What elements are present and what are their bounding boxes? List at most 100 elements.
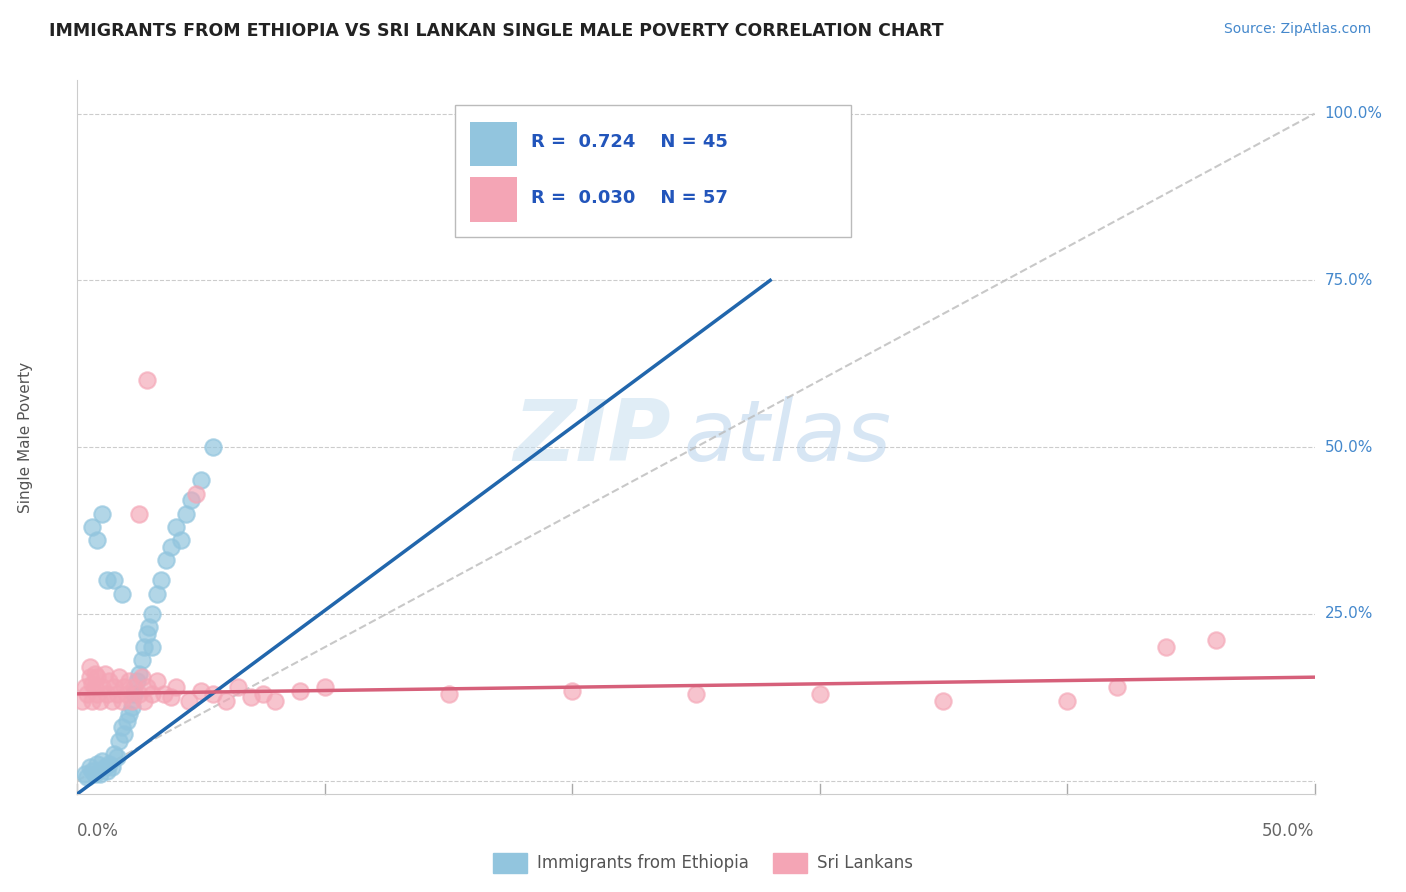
Point [79, 760, 101, 774]
Point [153, 687, 176, 701]
Point [125, 673, 148, 688]
Point [79, 660, 101, 674]
Point [89, 693, 111, 707]
Point [86, 687, 108, 701]
Text: R =  0.030    N = 57: R = 0.030 N = 57 [531, 189, 728, 207]
Point [108, 733, 131, 747]
Point [115, 687, 138, 701]
Point [202, 687, 225, 701]
Point [288, 683, 311, 698]
Text: IMMIGRANTS FROM ETHIOPIA VS SRI LANKAN SINGLE MALE POVERTY CORRELATION CHART: IMMIGRANTS FROM ETHIOPIA VS SRI LANKAN S… [49, 22, 943, 40]
Point [190, 683, 212, 698]
Point [1154, 640, 1177, 655]
Point [115, 714, 138, 728]
Point [101, 693, 124, 707]
Point [72, 693, 94, 707]
Point [93, 666, 115, 681]
Point [83, 666, 105, 681]
Point [1205, 633, 1227, 648]
Point [73, 767, 96, 781]
Point [202, 440, 225, 454]
Point [112, 727, 135, 741]
Point [314, 680, 336, 694]
Point [103, 574, 125, 588]
Point [437, 687, 460, 701]
Point [174, 507, 197, 521]
Point [121, 693, 143, 707]
Point [76, 687, 98, 701]
Point [93, 760, 115, 774]
Point [82, 764, 104, 778]
Point [111, 693, 134, 707]
Point [98, 673, 121, 688]
Text: Source: ZipAtlas.com: Source: ZipAtlas.com [1223, 22, 1371, 37]
Point [141, 687, 163, 701]
Point [82, 693, 104, 707]
Point [101, 760, 124, 774]
Point [73, 680, 96, 694]
Point [128, 507, 150, 521]
Point [111, 720, 134, 734]
Point [118, 706, 141, 721]
Point [131, 670, 153, 684]
Point [145, 673, 167, 688]
Point [96, 574, 118, 588]
Point [264, 693, 287, 707]
Point [82, 677, 104, 691]
Point [808, 687, 831, 701]
Text: 50.0%: 50.0% [1324, 440, 1372, 455]
Point [86, 756, 108, 771]
FancyBboxPatch shape [454, 105, 851, 237]
Point [252, 687, 274, 701]
Point [561, 683, 583, 698]
Point [112, 680, 135, 694]
Point [91, 680, 114, 694]
Text: Single Male Poverty: Single Male Poverty [18, 361, 32, 513]
Point [1056, 693, 1078, 707]
Bar [470, 121, 516, 166]
Point [215, 693, 238, 707]
Point [108, 670, 131, 684]
Text: 75.0%: 75.0% [1324, 273, 1372, 288]
Point [141, 607, 163, 621]
Point [145, 587, 167, 601]
Point [685, 687, 707, 701]
Point [177, 693, 200, 707]
Text: ZIP: ZIP [513, 395, 671, 479]
Point [121, 700, 143, 714]
Point [82, 520, 104, 534]
Point [150, 574, 173, 588]
Point [91, 754, 114, 768]
Point [134, 693, 156, 707]
Point [180, 493, 202, 508]
Point [1105, 680, 1128, 694]
Point [135, 680, 157, 694]
Point [105, 750, 128, 764]
Point [141, 640, 163, 655]
Point [118, 673, 141, 688]
Point [155, 553, 177, 567]
Point [160, 540, 183, 554]
Point [122, 687, 145, 701]
Text: 25.0%: 25.0% [1324, 607, 1372, 622]
Point [128, 666, 150, 681]
Point [131, 653, 153, 667]
Point [184, 487, 207, 501]
Point [96, 764, 118, 778]
Point [86, 670, 108, 684]
Point [86, 533, 108, 548]
Text: 100.0%: 100.0% [1324, 106, 1382, 121]
Text: 0.0%: 0.0% [77, 822, 120, 840]
Point [96, 687, 118, 701]
Point [98, 756, 121, 771]
Legend: Immigrants from Ethiopia, Sri Lankans: Immigrants from Ethiopia, Sri Lankans [486, 847, 920, 880]
Point [138, 620, 160, 634]
Point [83, 680, 105, 694]
Point [160, 690, 183, 705]
Point [226, 680, 249, 694]
Point [190, 474, 212, 488]
Point [91, 507, 114, 521]
Point [105, 687, 128, 701]
Point [239, 690, 262, 705]
Point [128, 687, 150, 701]
